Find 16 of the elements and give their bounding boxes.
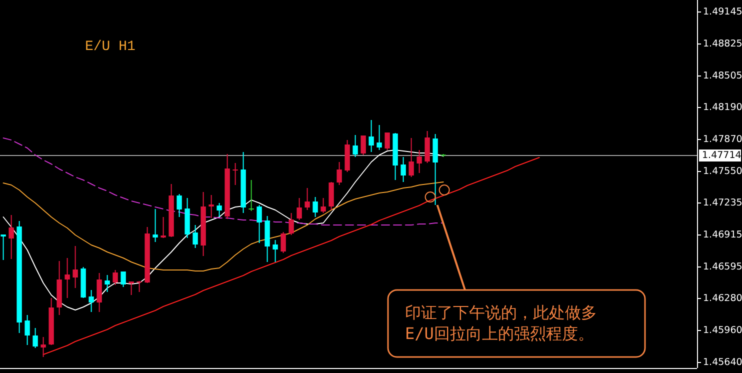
y-tick-label: 1.47550 xyxy=(703,166,742,177)
y-tick-label: 1.48190 xyxy=(703,102,742,113)
y-tick-label: 1.46280 xyxy=(703,293,742,304)
y-tick-label: 1.47235 xyxy=(703,198,742,208)
y-tick-label: 1.46915 xyxy=(703,230,742,240)
y-tick-label: 1.48825 xyxy=(703,38,742,50)
ref-label: 1.47714 xyxy=(699,150,742,162)
y-tick-label: 1.45640 xyxy=(703,357,742,368)
note: 印证了下午说的，此处做多 E/U回拉向上的强烈程度。 xyxy=(387,289,646,358)
y-tick-label: 1.49145 xyxy=(703,6,742,18)
y-tick-label: 1.47870 xyxy=(703,134,742,145)
y-tick-label: 1.48505 xyxy=(703,70,742,82)
annotation: 印证了下午说的，此处做多 E/U回拉向上的强烈程度。 xyxy=(405,303,597,343)
y-tick-label: 1.45960 xyxy=(703,325,742,336)
text: E/U H1 xyxy=(85,39,136,55)
y-tick-label: 1.46595 xyxy=(703,262,742,272)
